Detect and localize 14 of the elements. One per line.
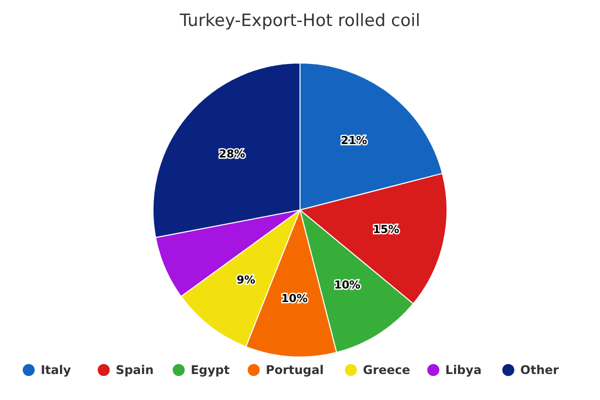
legend-label: Portugal [266,363,324,378]
data-label: 15% [372,223,400,236]
data-label: 9% [236,274,256,287]
legend-label: Libya [445,363,482,378]
legend-label: Other [520,363,559,378]
legend-label: Italy [40,363,72,378]
legend-label: Egypt [190,363,230,378]
data-label: 21% [340,134,368,148]
data-label: 10% [334,278,360,292]
data-label: 28% [218,148,246,161]
chart-title: Turkey-Export-Hot rolled coil [178,11,420,31]
legend-label: Spain [116,363,154,378]
data-label: 10% [281,292,308,305]
legend-label: Greece [362,363,410,378]
